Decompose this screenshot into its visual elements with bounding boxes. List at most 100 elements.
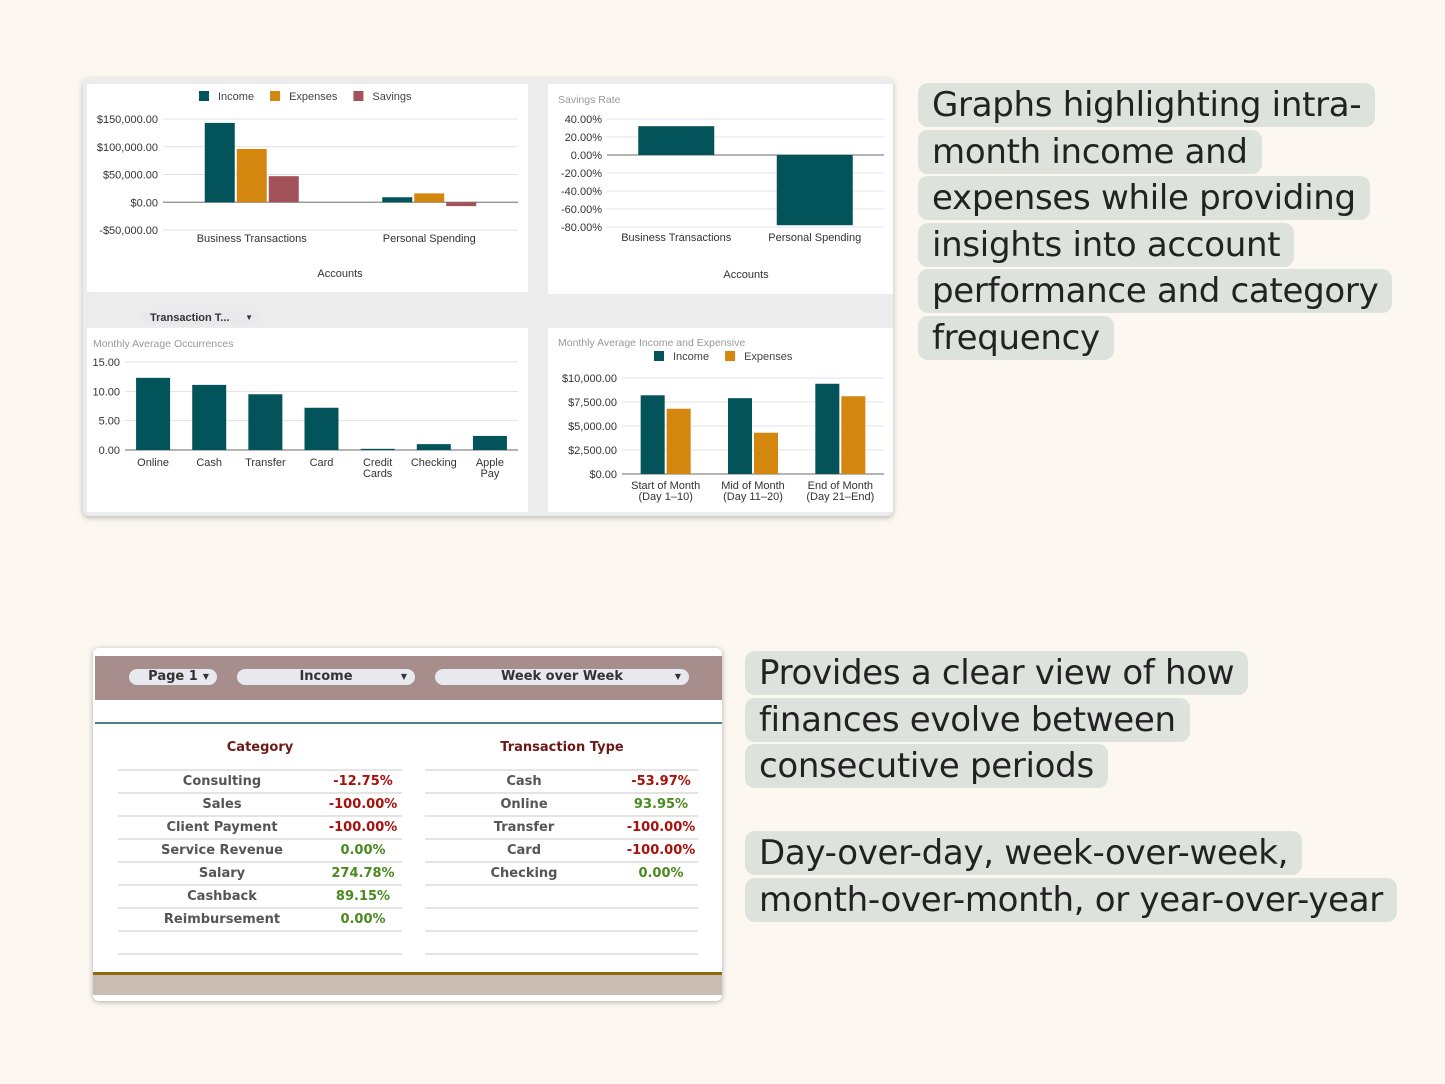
y-tick-label: -60.00% — [561, 204, 602, 216]
x-tick-label: Mid of Month — [721, 480, 785, 492]
legend-swatch — [199, 91, 209, 101]
callout-line: Day-over-day, week-over-week, — [745, 831, 1303, 875]
monthly-occurrences-chart: Monthly Average Occurrences 0.00 5.00 10.00… — [87, 328, 528, 512]
x-axis-title: Accounts — [723, 269, 769, 281]
y-tick-label: 10.00 — [92, 386, 120, 398]
table-row: Sales -100.00% — [118, 792, 402, 815]
legend-swatch — [725, 351, 736, 361]
legend-label: Expenses — [744, 351, 793, 363]
y-tick-label: $10,000.00 — [562, 373, 617, 385]
y-tick-label: $50,000.00 — [103, 170, 158, 182]
row-label: Consulting — [182, 774, 262, 789]
table-row: Card -100.00% — [425, 838, 698, 861]
bar-value — [304, 407, 339, 450]
caret-down-icon: ▼ — [674, 672, 681, 681]
row-label: Cashback — [187, 889, 257, 904]
x-tick-label: Cards — [363, 468, 393, 480]
bar-value — [136, 377, 171, 450]
bar-expenses — [414, 193, 445, 203]
table-row: Client Payment -100.00% — [118, 815, 402, 838]
table-row — [425, 930, 698, 953]
legend-label: Expenses — [289, 91, 338, 103]
transaction-type-header: Transaction Type — [500, 740, 624, 755]
x-tick-label: Business Transactions — [621, 232, 732, 244]
page-dropdown[interactable]: Page 1 ▼ — [129, 669, 217, 685]
table-row: Salary 274.78% — [118, 861, 402, 884]
table-row: Checking 0.00% — [425, 861, 698, 884]
callout-line: performance and category — [918, 269, 1393, 313]
row-label: Client Payment — [166, 820, 278, 835]
row-label: Online — [500, 797, 548, 812]
filter-label: Transaction T... — [150, 312, 230, 324]
legend-swatch — [353, 91, 364, 101]
table-row: Consulting -12.75% — [118, 769, 402, 792]
legend-swatch — [654, 351, 664, 361]
x-tick-label: Cash — [196, 457, 222, 469]
chart-title: Monthly Average Income and Expensive — [558, 337, 745, 349]
y-tick-label: -40.00% — [561, 186, 602, 198]
change-value: 0.00% — [638, 866, 684, 881]
callout-line: finances evolve between — [745, 697, 1190, 742]
y-tick-label: $0.00 — [130, 197, 158, 209]
table-row: Online 93.95% — [425, 792, 698, 815]
category-table: Consulting -12.75% Sales -100.00% Client Pay… — [118, 769, 402, 955]
bar-expenses — [754, 432, 778, 474]
change-value: -12.75% — [333, 774, 393, 789]
x-tick-label: Card — [310, 457, 334, 469]
x-tick-label: Online — [137, 457, 169, 469]
row-label: Checking — [490, 866, 558, 881]
row-label: Salary — [198, 866, 246, 881]
caret-down-icon: ▼ — [245, 313, 253, 322]
x-tick-label: Start of Month — [631, 480, 700, 492]
y-tick-label: $150,000.00 — [97, 114, 158, 126]
x-tick-label: End of Month — [808, 480, 873, 492]
transaction-type-filter[interactable]: Transaction T... ▼ — [142, 311, 260, 325]
legend-swatch — [270, 91, 281, 101]
transaction-type-table: Cash -53.97% Online 93.95% Transfer -100.00% C… — [425, 769, 698, 955]
x-tick-label: Checking — [411, 457, 457, 469]
table-row: Transfer -100.00% — [425, 815, 698, 838]
change-value: 93.95% — [633, 797, 689, 812]
callout-line: frequency — [918, 315, 1114, 360]
bar-value — [776, 155, 853, 226]
y-tick-label: -20.00% — [561, 168, 602, 180]
chart-title: Monthly Average Occurrences — [93, 338, 233, 350]
callout-line: Graphs highlighting intra- — [918, 83, 1376, 127]
bar-value — [192, 384, 227, 450]
metric-dropdown[interactable]: Income ▼ — [237, 669, 415, 685]
x-tick-label: (Day 11–20) — [723, 491, 783, 503]
change-value: 0.00% — [340, 843, 386, 858]
table-row — [118, 930, 402, 953]
y-tick-label: $5,000.00 — [568, 421, 617, 433]
change-value: -100.00% — [626, 820, 696, 835]
caret-down-icon: ▼ — [400, 672, 407, 681]
metric-dropdown-value: Income — [299, 669, 353, 684]
change-value: -100.00% — [626, 843, 696, 858]
bar-value — [248, 394, 283, 450]
bar-value — [416, 444, 451, 450]
row-label: Sales — [202, 797, 242, 812]
x-tick-label: Pay — [480, 468, 499, 480]
chart-title: Savings Rate — [558, 94, 621, 106]
x-tick-label: Credit — [363, 457, 392, 469]
footer-bar — [93, 972, 722, 995]
x-tick-label: Personal Spending — [768, 232, 861, 244]
page-dropdown-value: Page 1 — [148, 669, 198, 684]
y-tick-label: 5.00 — [99, 416, 120, 428]
divider — [425, 953, 698, 955]
savings-rate-chart: Savings Rate -80.00% -60.00% -40.00% -20.00%… — [548, 84, 893, 294]
table-row: Service Revenue 0.00% — [118, 838, 402, 861]
bar-value — [360, 448, 395, 450]
change-value: -100.00% — [328, 820, 398, 835]
change-value: 274.78% — [331, 866, 395, 881]
callout-line: insights into account — [918, 222, 1295, 267]
y-tick-label: -$50,000.00 — [99, 225, 158, 237]
bar-expenses — [236, 148, 267, 203]
change-value: -100.00% — [328, 797, 398, 812]
period-dropdown[interactable]: Week over Week ▼ — [435, 669, 689, 685]
table-row: Reimbursement 0.00% — [118, 907, 402, 930]
y-tick-label: 15.00 — [92, 357, 120, 369]
x-tick-label: Personal Spending — [383, 233, 476, 245]
x-tick-label: (Day 1–10) — [638, 491, 692, 503]
callout-line: expenses while providing — [918, 176, 1370, 220]
